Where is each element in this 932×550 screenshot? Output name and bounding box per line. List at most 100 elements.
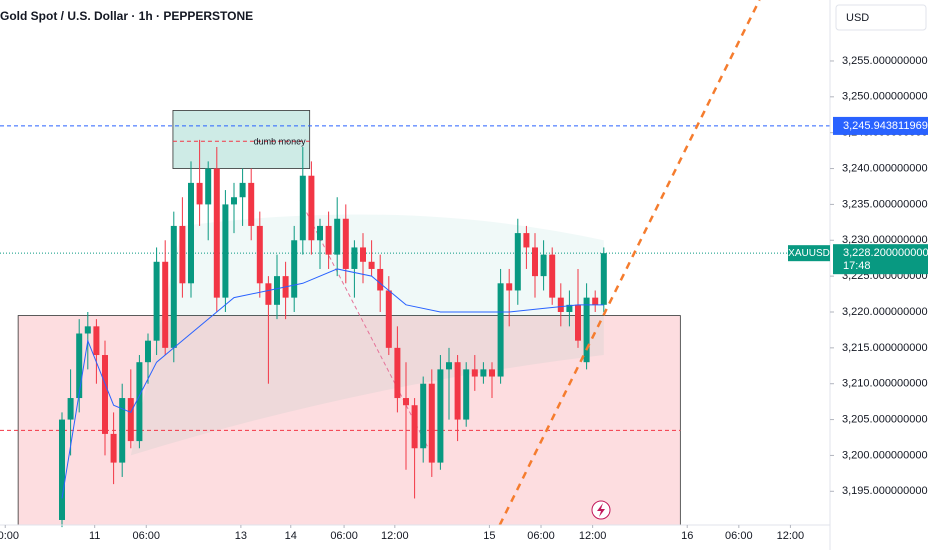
x-tick-label: 06:00 (725, 530, 753, 542)
plot-area: dumb money (0, 0, 830, 528)
candle-body (385, 290, 392, 348)
candle-body (317, 225, 323, 241)
x-tick-label: 16 (681, 530, 693, 542)
currency-button[interactable] (835, 4, 927, 31)
candle-body (239, 182, 246, 198)
candle-body (532, 247, 538, 277)
candle-body (248, 182, 255, 226)
candle-body (420, 383, 427, 449)
candle-body (514, 233, 521, 291)
candle-body (222, 204, 229, 298)
candle-body (334, 218, 341, 255)
chart-title: Gold Spot / U.S. Dollar · 1h · PEPPERSTO… (0, 9, 253, 23)
candle-body (110, 433, 117, 463)
candle-body (153, 261, 160, 341)
candle-body (93, 326, 100, 356)
x-tick-label: 12:00 (579, 530, 607, 542)
candle-body (437, 369, 444, 463)
candle-body (506, 283, 513, 291)
price-line-label: 3,245.943811969 (843, 120, 928, 132)
x-tick-label: 11 (89, 530, 100, 542)
candle-body (170, 225, 177, 348)
candle-body (102, 355, 108, 434)
candle-body (377, 268, 384, 291)
candle-body (592, 297, 599, 305)
candle-body (308, 175, 315, 241)
candle-body (480, 369, 487, 377)
y-tick-label: 3,195.000000000 (842, 485, 928, 497)
y-tick-label: 3,250.000000000 (842, 91, 928, 103)
y-tick-label: 3,200.000000000 (842, 449, 928, 461)
candle-body (265, 283, 272, 305)
candle-body (463, 369, 470, 420)
candle-body (368, 261, 375, 269)
candle-body (454, 362, 461, 420)
candle-body (291, 240, 298, 298)
candle-body (76, 333, 83, 399)
x-tick-label: 00:00 (0, 530, 19, 542)
candle-body (583, 297, 590, 363)
last-price-label: 3,228.200000000 (843, 247, 929, 259)
candle-body (127, 398, 134, 442)
supply-box (172, 110, 311, 169)
candle-body (84, 326, 91, 334)
y-tick-label: 3,255.000000000 (842, 55, 928, 67)
candle-body (299, 175, 306, 241)
currency[interactable]: USD (846, 12, 869, 24)
candle-body (179, 225, 186, 284)
y-tick-label: 3,210.000000000 (842, 378, 928, 390)
candle-body (205, 168, 212, 205)
candle-body (446, 362, 452, 370)
y-tick-label: 3,230.000000000 (842, 234, 928, 246)
candle-body (325, 225, 332, 255)
candle-body (557, 297, 564, 312)
x-tick-label: 12:00 (777, 530, 805, 542)
candle-body (403, 398, 409, 406)
moving-average (61, 268, 604, 499)
candle-body (394, 347, 401, 399)
x-tick-label: 13 (235, 530, 247, 542)
x-tick-label: 12:00 (381, 530, 409, 542)
candle-body (162, 261, 169, 348)
candle-body (256, 225, 263, 284)
last-price-tag (833, 244, 928, 275)
countdown: 17:48 (843, 260, 871, 272)
candle-body (231, 197, 237, 205)
symbol-tag (788, 245, 830, 262)
candle-body (600, 253, 607, 305)
candle-body (188, 182, 194, 284)
y-tick-label: 3,220.000000000 (842, 306, 928, 318)
candle-body (489, 369, 495, 377)
y-tick-label: 3,205.000000000 (842, 413, 928, 425)
y-tick-label: 3,240.000000000 (842, 162, 928, 174)
envelope (130, 214, 604, 456)
candle-body (196, 182, 203, 205)
candle-body (274, 276, 280, 305)
candle-body (351, 247, 358, 269)
x-tick-label: 15 (483, 530, 495, 542)
candle-body (566, 304, 573, 312)
candle-body (428, 383, 435, 463)
candle-body (471, 369, 478, 377)
x-tick-label: 06:00 (133, 530, 161, 542)
candle-body (411, 405, 418, 449)
candle-body (67, 398, 74, 420)
symbol: XAUUSD (788, 248, 830, 259)
annotation: dumb money (254, 137, 307, 147)
candle-body (136, 362, 143, 442)
candle-body (213, 168, 220, 298)
candle-body (575, 304, 581, 341)
candle-body (360, 247, 366, 262)
x-tick-label: 14 (285, 530, 297, 542)
candle-body (523, 233, 530, 248)
down-line (299, 199, 429, 449)
candle-body (549, 254, 556, 298)
price-line-tag (833, 116, 928, 135)
x-tick-label: 06:00 (330, 530, 358, 542)
alert-icon[interactable] (591, 500, 611, 520)
candle-body (59, 419, 65, 520)
candle-body (540, 254, 547, 277)
candle-body (145, 340, 151, 363)
y-tick-label: 3,235.000000000 (842, 198, 928, 210)
